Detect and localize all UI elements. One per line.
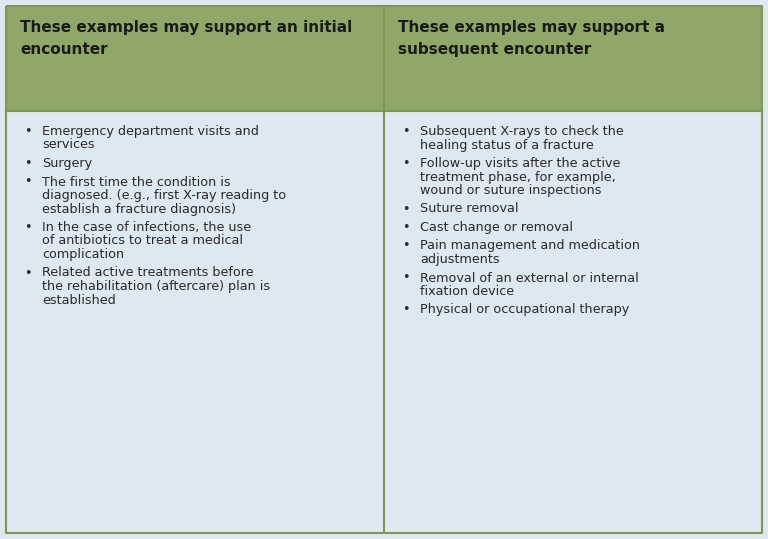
Text: The first time the condition is: The first time the condition is (42, 176, 230, 189)
Text: wound or suture inspections: wound or suture inspections (420, 184, 601, 197)
Text: adjustments: adjustments (420, 253, 500, 266)
Text: These examples may support a
subsequent encounter: These examples may support a subsequent … (398, 20, 665, 57)
Text: the rehabilitation (aftercare) plan is: the rehabilitation (aftercare) plan is (42, 280, 270, 293)
Text: Subsequent X-rays to check the: Subsequent X-rays to check the (420, 125, 624, 138)
Text: fixation device: fixation device (420, 285, 514, 298)
Text: establish a fracture diagnosis): establish a fracture diagnosis) (42, 203, 236, 216)
Text: •: • (24, 157, 31, 170)
Text: Removal of an external or internal: Removal of an external or internal (420, 272, 639, 285)
Text: of antibiotics to treat a medical: of antibiotics to treat a medical (42, 234, 243, 247)
Text: Pain management and medication: Pain management and medication (420, 239, 640, 252)
Text: established: established (42, 294, 116, 307)
Text: These examples may support an initial
encounter: These examples may support an initial en… (20, 20, 353, 57)
Bar (6, 6, 762, 111)
Text: diagnosed. (e.g., first X-ray reading to: diagnosed. (e.g., first X-ray reading to (42, 189, 286, 202)
Text: treatment phase, for example,: treatment phase, for example, (420, 170, 616, 183)
Text: In the case of infections, the use: In the case of infections, the use (42, 221, 251, 234)
Text: •: • (402, 239, 409, 252)
Text: •: • (24, 266, 31, 280)
Text: Follow-up visits after the active: Follow-up visits after the active (420, 157, 621, 170)
Text: •: • (402, 157, 409, 170)
Text: •: • (402, 203, 409, 216)
Text: •: • (402, 303, 409, 316)
Text: •: • (24, 176, 31, 189)
Text: Emergency department visits and: Emergency department visits and (42, 125, 259, 138)
Text: Surgery: Surgery (42, 157, 92, 170)
Text: Cast change or removal: Cast change or removal (420, 221, 573, 234)
Text: •: • (402, 272, 409, 285)
Text: healing status of a fracture: healing status of a fracture (420, 139, 594, 151)
Bar (6, 111, 762, 533)
Text: •: • (24, 221, 31, 234)
Text: Physical or occupational therapy: Physical or occupational therapy (420, 303, 629, 316)
Text: •: • (402, 221, 409, 234)
Text: complication: complication (42, 248, 124, 261)
Text: services: services (42, 139, 94, 151)
Text: Related active treatments before: Related active treatments before (42, 266, 253, 280)
Text: Suture removal: Suture removal (420, 203, 518, 216)
Text: •: • (402, 125, 409, 138)
Text: •: • (24, 125, 31, 138)
